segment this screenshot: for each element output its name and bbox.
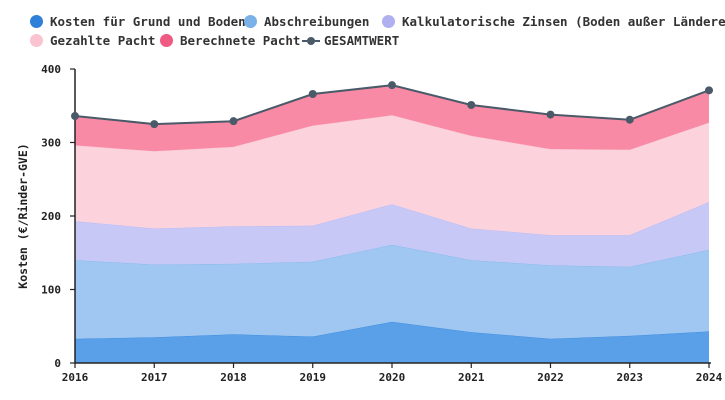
x-tick-label: 2023 bbox=[617, 371, 644, 384]
area-layers bbox=[74, 84, 710, 363]
legend-swatch bbox=[30, 34, 43, 47]
x-tick-label: 2022 bbox=[537, 371, 564, 384]
total-series bbox=[71, 81, 713, 129]
x-tick-label: 2024 bbox=[696, 371, 723, 384]
legend-swatch bbox=[30, 15, 43, 28]
legend: Kosten für Grund und Boden Abschreibunge… bbox=[30, 14, 725, 54]
legend-item-gesamtwert[interactable]: GESAMTWERT bbox=[302, 33, 399, 48]
y-tick-label: 100 bbox=[41, 284, 61, 297]
legend-item-grund-und-boden[interactable]: Kosten für Grund und Boden bbox=[30, 14, 246, 29]
total-point[interactable] bbox=[308, 89, 317, 98]
y-tick-label: 200 bbox=[41, 210, 61, 223]
x-ticks: 2016 2017 2018 2019 2020 2021 2022 2023 2024 bbox=[62, 363, 723, 384]
area-kalkulatorische-zinsen-boden-außer-ländereien[interactable] bbox=[75, 202, 709, 267]
total-point[interactable] bbox=[150, 120, 159, 129]
area-berechnete-pacht[interactable] bbox=[75, 85, 709, 152]
legend-label: Berechnete Pacht bbox=[180, 33, 301, 48]
legend-label: Gezahlte Pacht bbox=[50, 33, 156, 48]
total-point[interactable] bbox=[71, 112, 79, 121]
legend-item-abschreibungen[interactable]: Abschreibungen bbox=[244, 14, 369, 29]
total-point[interactable] bbox=[546, 110, 555, 119]
legend-label: Abschreibungen bbox=[264, 14, 370, 29]
legend-label: Kalkulatorische Zinsen (Boden außer Länd… bbox=[402, 14, 725, 29]
area-kosten-für-grund-und-boden[interactable] bbox=[75, 321, 709, 363]
legend-item-berechnete-pacht[interactable]: Berechnete Pacht bbox=[160, 33, 300, 48]
total-point[interactable] bbox=[388, 81, 396, 90]
area-abschreibungen[interactable] bbox=[75, 244, 709, 339]
area-gezahlte-pacht[interactable] bbox=[75, 115, 709, 236]
legend-label: Kosten für Grund und Boden bbox=[50, 14, 246, 29]
y-tick-label: 300 bbox=[41, 137, 61, 150]
y-axis-label: Kosten (€/Rinder-GVE) bbox=[16, 143, 30, 288]
total-point[interactable] bbox=[467, 101, 476, 110]
x-tick-label: 2016 bbox=[62, 371, 89, 384]
x-tick-label: 2021 bbox=[458, 371, 485, 384]
legend-row-2: Gezahlte Pacht Berechnete Pacht GESAMTWE… bbox=[30, 33, 725, 52]
legend-item-kalkulatorische-zinsen[interactable]: Kalkulatorische Zinsen (Boden außer Länd… bbox=[382, 14, 725, 29]
y-tick-label: 400 bbox=[41, 63, 61, 76]
y-tick-label: 0 bbox=[54, 357, 61, 370]
total-point[interactable] bbox=[625, 115, 634, 124]
legend-item-gezahlte-pacht[interactable]: Gezahlte Pacht bbox=[30, 33, 155, 48]
x-tick-label: 2017 bbox=[141, 371, 168, 384]
total-point[interactable] bbox=[705, 86, 713, 95]
legend-swatch bbox=[160, 34, 173, 47]
x-tick-label: 2019 bbox=[300, 371, 327, 384]
legend-swatch bbox=[382, 15, 395, 28]
y-ticks: 0 100 200 300 400 bbox=[41, 63, 75, 370]
legend-label: GESAMTWERT bbox=[324, 33, 400, 48]
x-tick-label: 2018 bbox=[220, 371, 247, 384]
total-point[interactable] bbox=[229, 117, 238, 126]
x-tick-label: 2020 bbox=[379, 371, 406, 384]
legend-swatch bbox=[244, 15, 257, 28]
legend-row-1: Kosten für Grund und Boden Abschreibunge… bbox=[30, 14, 725, 33]
legend-swatch-line bbox=[302, 34, 320, 47]
